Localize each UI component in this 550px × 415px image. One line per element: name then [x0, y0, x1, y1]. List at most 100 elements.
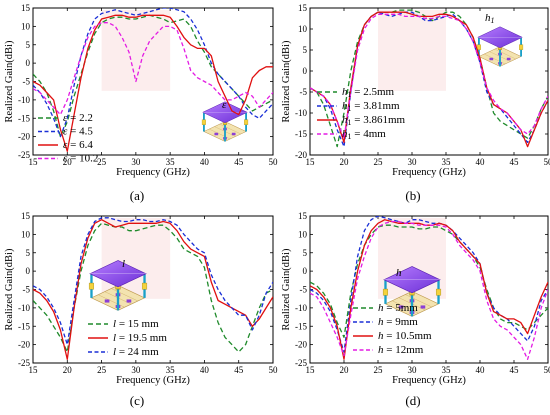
legend-symbol: h	[342, 114, 348, 126]
legend-value: 24 mm	[128, 346, 159, 358]
x-tick-label: 40	[476, 157, 486, 167]
highlight-band	[378, 10, 446, 91]
legend-value: 3.81mm	[363, 100, 400, 112]
legend-entry: l = 19.5 mm	[113, 332, 167, 344]
x-tick-label: 20	[340, 157, 350, 167]
x-axis-label: Frequency (GHz)	[116, 167, 190, 178]
legend-entry: ε = 6.4	[63, 139, 93, 151]
legend-value: 12mm	[395, 344, 424, 356]
feed-block-icon	[231, 132, 236, 136]
y-tick-label: 0	[26, 58, 31, 68]
substrate-grid-line	[405, 294, 432, 308]
antenna-inset-icon-0	[201, 101, 249, 142]
y-tick-label: -10	[295, 108, 307, 118]
legend-eq: =	[352, 100, 364, 112]
x-axis-label: Frequency (GHz)	[116, 375, 190, 386]
panel-label: (a)	[130, 188, 144, 203]
y-tick-label: 10	[298, 229, 308, 239]
chart-panel-3: 15 20 25 30 35 40 45 50 -25 -20 -15 -10 -5 0 5 10 15 Freq…	[281, 211, 550, 408]
y-tick-label: -25	[295, 358, 307, 368]
substrate-grid-line	[499, 46, 522, 57]
pillar-band-icon	[382, 288, 389, 296]
legend-symbol: h	[342, 100, 348, 112]
series-line-1	[33, 8, 273, 138]
x-tick-label: 20	[63, 157, 73, 167]
legend-value: 15 mm	[128, 318, 159, 330]
x-tick-label: 15	[29, 365, 39, 375]
legend-symbol: l	[113, 332, 116, 344]
legend-entry: h1 = 4mm	[342, 128, 386, 141]
substrate-grid-line	[411, 291, 439, 305]
legend-subscript: 1	[348, 104, 352, 113]
legend-value: 2.5mm	[363, 86, 394, 98]
y-tick-label: 5	[303, 248, 308, 258]
chart-panel-0: 15 20 25 30 35 40 45 50 -25 -20 -15 -10 -5 0 5 10 15 Freq…	[4, 3, 278, 203]
x-tick-label: 45	[510, 365, 520, 375]
legend-entry: h = 5mm	[378, 302, 418, 314]
legend-eq: =	[384, 302, 396, 314]
plot-frame	[309, 7, 549, 156]
legend-entry: ε = 2.2	[63, 112, 93, 124]
y-tick-label: -15	[295, 321, 307, 331]
substrate-grid-line	[219, 123, 241, 135]
chart-panel-2: 15 20 25 30 35 40 45 50 -25 -20 -15 -10 -5 0 5 10 15 Freq…	[4, 211, 278, 408]
x-axis-label: Frequency (GHz)	[392, 167, 466, 178]
legend-entry: ε = 4.5	[63, 126, 93, 138]
x-tick-label: 25	[97, 157, 107, 167]
x-tick-label: 25	[374, 157, 384, 167]
legend-eq: =	[384, 330, 396, 342]
x-tick-label: 45	[234, 157, 244, 167]
series-line-3	[33, 22, 273, 116]
y-tick-label: 0	[303, 266, 308, 276]
legend-value: 4.5	[79, 126, 93, 138]
legend-eq: =	[116, 346, 128, 358]
substrate-grid-line	[111, 288, 138, 302]
feed-block-icon	[214, 132, 219, 136]
series-line-3	[310, 220, 548, 360]
legend-value: 2.2	[79, 112, 93, 124]
panel-label: (c)	[130, 393, 144, 408]
x-tick-label: 15	[306, 157, 316, 167]
feed-block-icon	[126, 299, 132, 303]
legend-subscript: 1	[348, 132, 352, 141]
inset-l-label: l	[122, 258, 125, 270]
legend-value: 4mm	[363, 128, 386, 140]
x-tick-label: 45	[234, 365, 244, 375]
x-tick-label: 35	[166, 157, 176, 167]
inset-h-label: h	[396, 267, 402, 279]
y-tick-label: -10	[295, 303, 307, 313]
x-tick-label: 25	[97, 365, 107, 375]
legend-entry: h = 12mm	[378, 344, 424, 356]
substrate-grid-line	[494, 48, 516, 60]
y-tick-label: 5	[26, 40, 31, 50]
legend-subscript: 1	[348, 118, 352, 127]
series-line-0	[33, 14, 273, 138]
y-tick-label: 10	[21, 21, 31, 31]
legend-entry: l = 24 mm	[113, 346, 159, 358]
pillar-band-icon	[201, 119, 206, 125]
y-tick-label: -20	[18, 340, 30, 350]
legend-entry: ε = 10.2	[63, 153, 98, 165]
pillar-band-icon	[519, 44, 524, 50]
legend-value: 10.5mm	[395, 330, 432, 342]
x-tick-label: 30	[131, 365, 141, 375]
substrate-grid-line	[224, 121, 247, 132]
series-line-2	[310, 219, 548, 360]
x-tick-label: 30	[408, 365, 418, 375]
legend-entry: h1 = 3.861mm	[342, 114, 406, 127]
y-axis-label: Realized Gain(dBi)	[281, 248, 292, 330]
y-tick-label: 15	[21, 211, 31, 221]
legend-eq: =	[384, 344, 396, 356]
x-tick-label: 35	[442, 157, 452, 167]
legend-symbol: ε	[63, 153, 68, 165]
x-tick-label: 50	[544, 365, 550, 375]
legend-eq: =	[352, 128, 364, 140]
feed-block-icon	[489, 57, 494, 61]
y-tick-label: -5	[23, 285, 31, 295]
y-tick-label: -15	[18, 321, 30, 331]
legend-eq: =	[116, 318, 128, 330]
x-tick-label: 40	[476, 365, 486, 375]
y-tick-label: -10	[18, 95, 30, 105]
legend-value: 9mm	[395, 316, 418, 328]
